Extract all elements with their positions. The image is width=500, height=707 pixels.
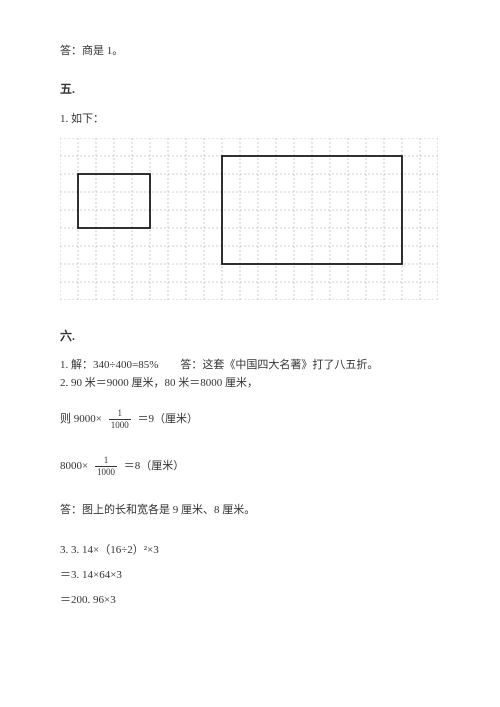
section-6-p1: 1. 解：340÷400=85% 答：这套《中国四大名著》打了八五折。: [60, 358, 452, 373]
eq1-frac-den: 1000: [109, 420, 131, 430]
eq2-frac-num: 1: [95, 456, 117, 467]
eq2-right: ＝8（厘米）: [124, 460, 185, 472]
section-6-p2: 2. 90 米＝9000 厘米，80 米＝8000 厘米，: [60, 376, 452, 391]
section-6-p3a: 3. 3. 14×（16÷2）²×3: [60, 543, 452, 558]
section-6-eq1: 则 9000× 1 1000 ＝9（厘米）: [60, 409, 452, 430]
section-5-heading: 五.: [60, 81, 452, 98]
answer-top: 答：商是 1。: [60, 44, 452, 59]
section-6-p3c: ＝200. 96×3: [60, 593, 452, 608]
eq1-right: ＝9（厘米）: [137, 413, 198, 425]
eq1-frac-num: 1: [109, 409, 131, 420]
eq2-frac-den: 1000: [95, 467, 117, 477]
grid-svg: [60, 138, 438, 300]
eq2-left: 8000×: [60, 460, 88, 472]
section-6-heading: 六.: [60, 328, 452, 345]
eq2-fraction: 1 1000: [95, 456, 117, 477]
eq1-left: 则 9000×: [60, 413, 102, 425]
section-6-p3b: ＝3. 14×64×3: [60, 568, 452, 583]
eq1-fraction: 1 1000: [109, 409, 131, 430]
grid-figure: [60, 138, 452, 300]
section-6-ans2: 答：图上的长和宽各是 9 厘米、8 厘米。: [60, 503, 452, 518]
section-6-eq2: 8000× 1 1000 ＝8（厘米）: [60, 456, 452, 477]
section-5-item-1: 1. 如下：: [60, 112, 452, 127]
